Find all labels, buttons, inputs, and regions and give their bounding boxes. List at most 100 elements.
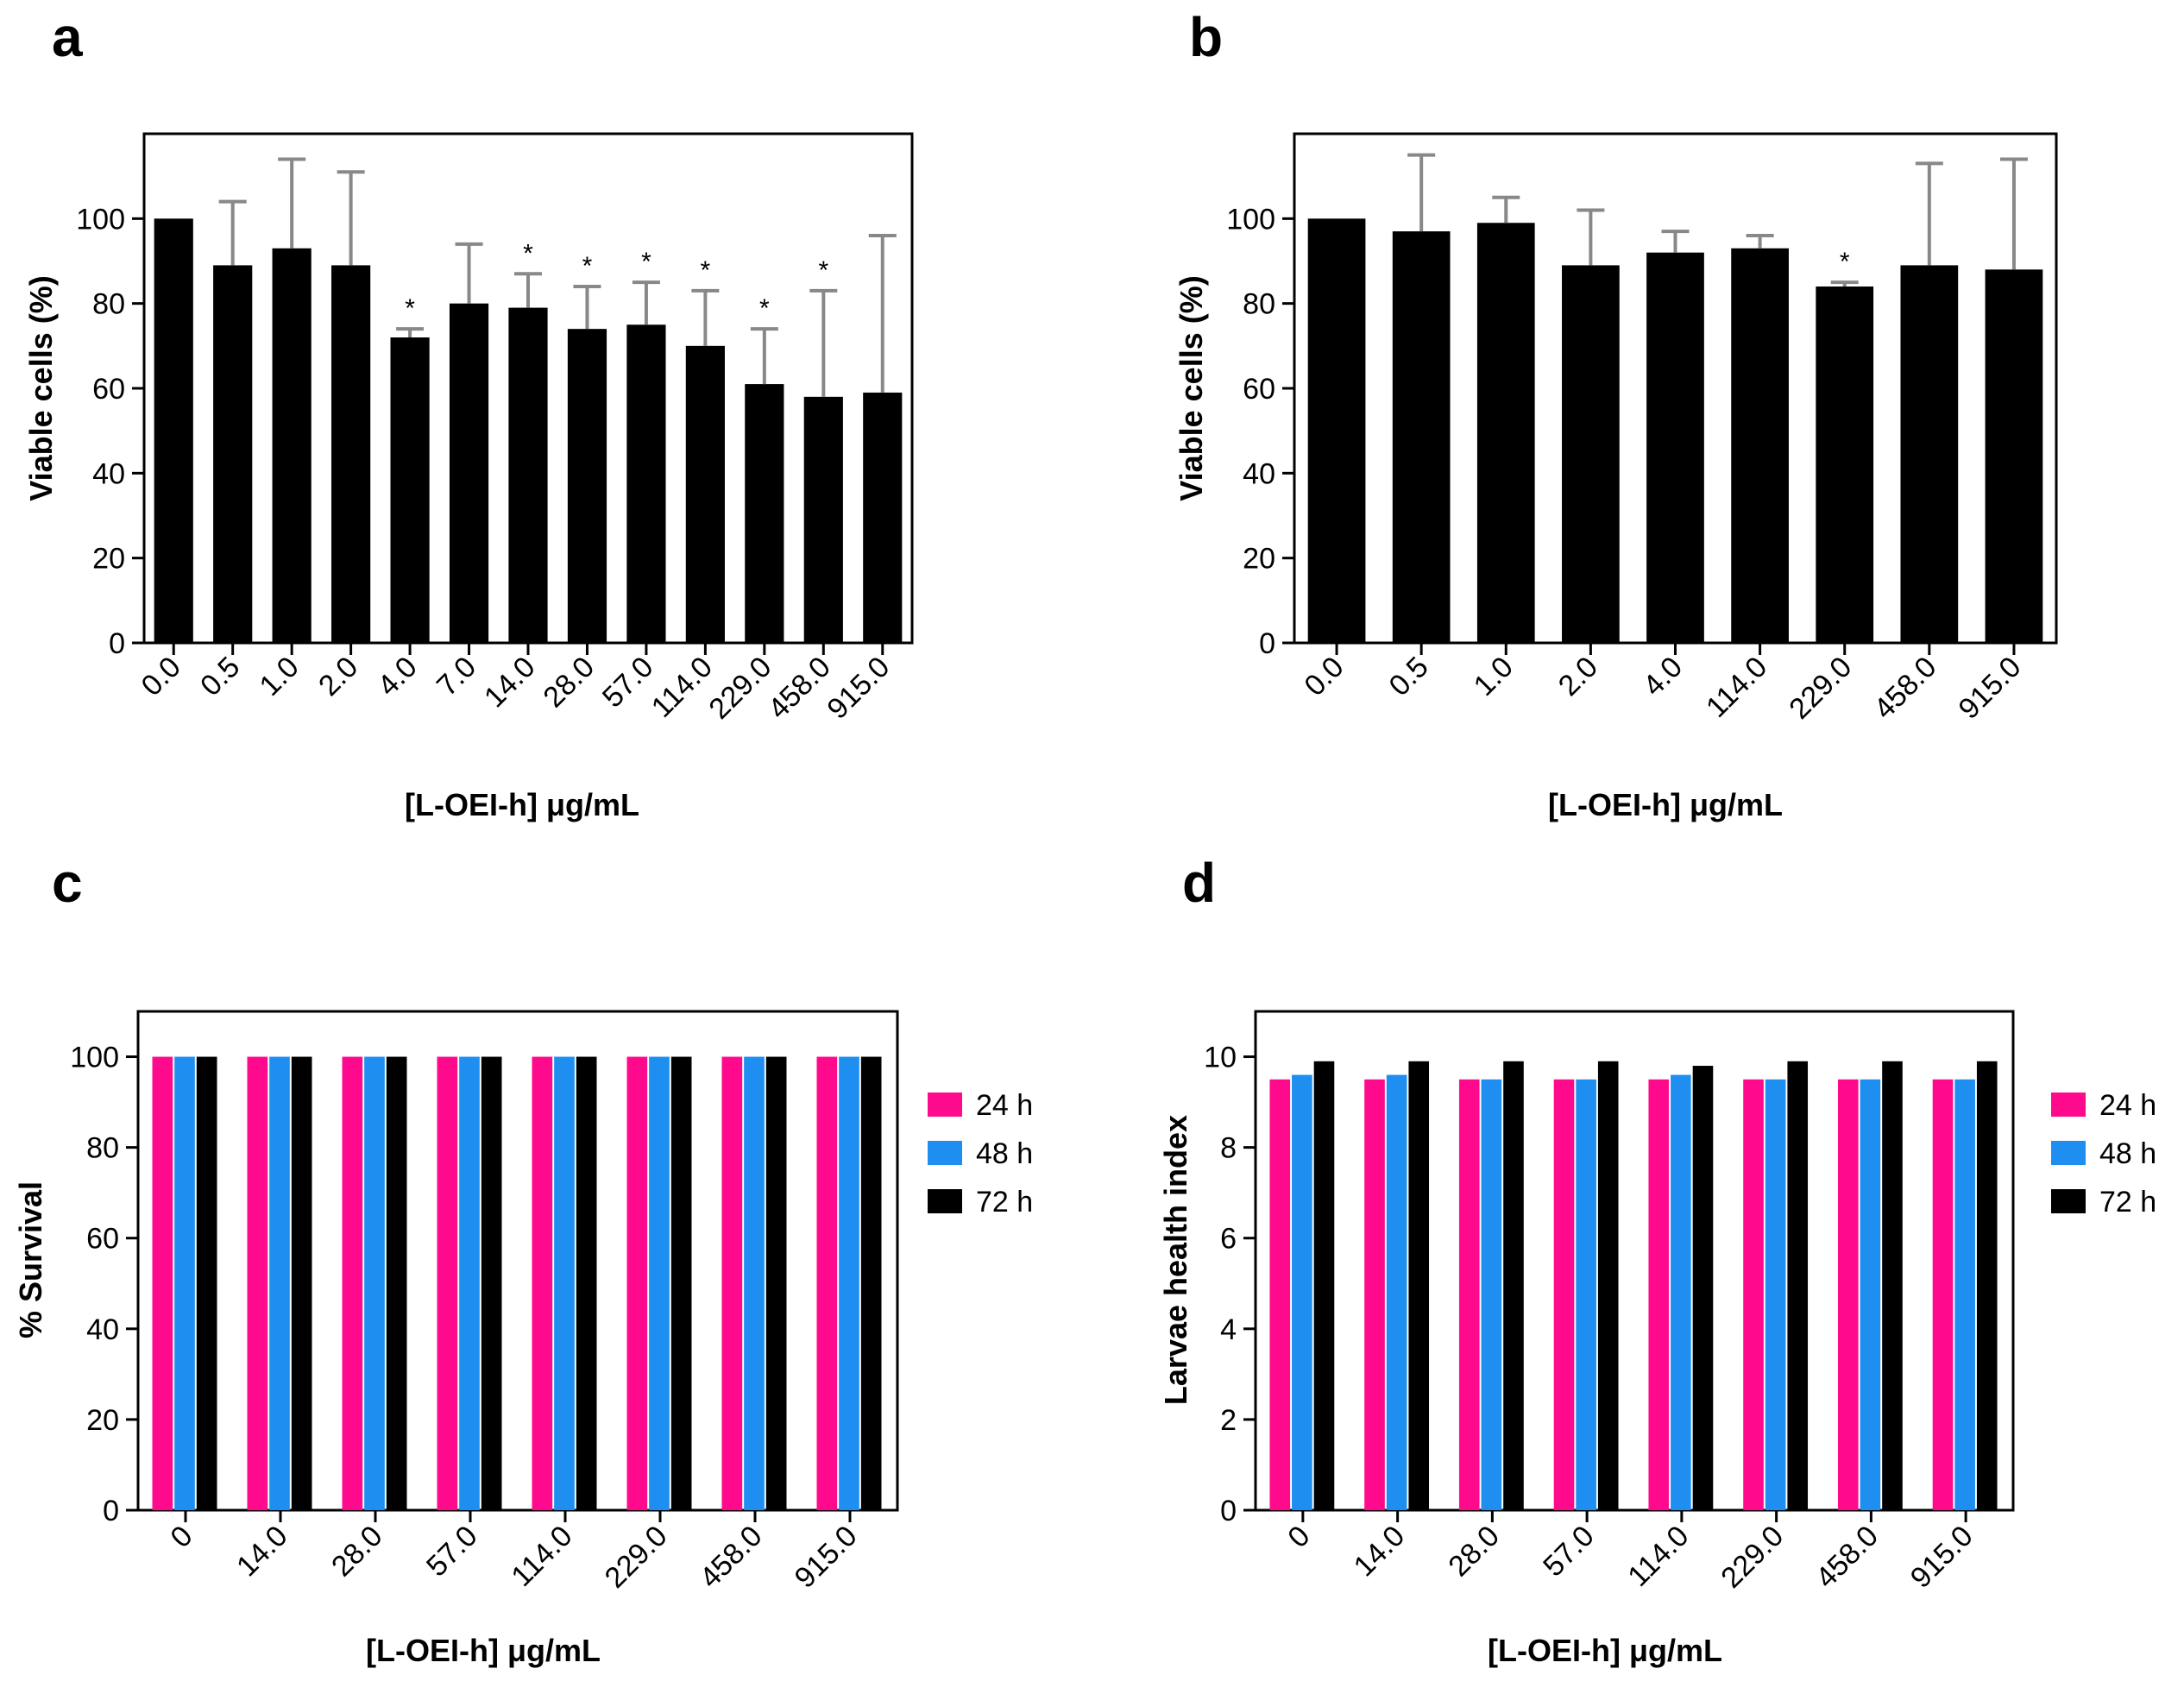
y-tick-label: 8 <box>1220 1132 1237 1165</box>
panel-label: b <box>1189 6 1223 68</box>
x-axis-title: [L-OEI-h] μg/mL <box>405 787 639 822</box>
bar <box>331 265 371 643</box>
bar-24h <box>1837 1079 1859 1510</box>
bar <box>213 265 253 643</box>
bar <box>1646 252 1704 643</box>
y-tick-label: 60 <box>1243 373 1275 406</box>
bar <box>1562 265 1620 643</box>
bar-72h <box>765 1056 787 1510</box>
bar-48h <box>1292 1074 1312 1510</box>
x-tick-label: 57.0 <box>420 1520 484 1584</box>
y-tick-label: 0 <box>1220 1495 1237 1527</box>
plot-frame <box>1254 1010 2015 1512</box>
bar-48h <box>1576 1079 1596 1510</box>
bar <box>863 392 903 643</box>
bar-24h <box>247 1056 268 1510</box>
significance-star: * <box>405 294 415 323</box>
plot-frame <box>136 1010 899 1512</box>
panel-a: a 0 20 40 60 80 100 Viable cells (%) [L-OEI-h] μ… <box>23 6 914 822</box>
x-tick-label: 114.0 <box>645 651 719 724</box>
x-tick-label: 4.0 <box>1637 651 1689 702</box>
legend-label: 24 h <box>976 1089 1033 1122</box>
x-tick-label: 1.0 <box>254 651 305 702</box>
bar-48h <box>1481 1079 1502 1510</box>
bar <box>745 384 784 643</box>
x-tick-label: 458.0 <box>1867 651 1942 726</box>
bars: * <box>1307 153 2043 644</box>
bar-72h <box>1408 1061 1430 1510</box>
significance-star: * <box>818 256 828 285</box>
bar-24h <box>1458 1079 1480 1510</box>
bar <box>1900 265 1959 643</box>
x-tick-label: 458.0 <box>1810 1520 1885 1595</box>
bar-72h <box>1313 1061 1335 1510</box>
y-tick-label: 0 <box>1259 627 1275 660</box>
bar <box>1307 218 1366 644</box>
bar-48h <box>1386 1074 1407 1510</box>
y-tick-label: 20 <box>86 1404 119 1437</box>
x-tick-label: 229.0 <box>599 1520 674 1595</box>
bar-24h <box>1364 1079 1385 1510</box>
x-tick-label: 0 <box>1281 1520 1316 1554</box>
bar-72h <box>1976 1061 1998 1510</box>
y-tick-label: 20 <box>92 543 125 576</box>
x-tick-label: 14.0 <box>1348 1520 1412 1584</box>
x-tick-label: 4.0 <box>371 651 423 702</box>
bar <box>803 396 843 643</box>
bar-24h <box>1269 1079 1291 1510</box>
y-axis-title: Viable cells (%) <box>23 275 59 501</box>
legend-label: 48 h <box>2099 1137 2156 1170</box>
legend-swatch <box>928 1141 962 1165</box>
x-tick-label: 0.5 <box>1383 651 1435 702</box>
bar-72h <box>1692 1066 1714 1510</box>
x-tick-label: 0.5 <box>194 651 246 702</box>
x-tick-label: 915.0 <box>1904 1520 1979 1595</box>
x-tick-label: 114.0 <box>1621 1520 1695 1593</box>
significance-star: * <box>701 256 711 285</box>
y-tick-label: 2 <box>1220 1404 1237 1437</box>
y-axis-title: % Survival <box>13 1181 48 1338</box>
legend: 24 h 48 h 72 h <box>2051 1089 2156 1219</box>
y-tick-label: 0 <box>109 627 125 660</box>
bar-24h <box>532 1056 553 1510</box>
bar-24h <box>1743 1079 1764 1510</box>
y-tick-label: 80 <box>86 1132 119 1165</box>
bars: * * * * * * * <box>154 157 903 644</box>
bar-72h <box>481 1056 502 1510</box>
x-tick-label: 2.0 <box>1552 651 1604 702</box>
bar-72h <box>1882 1061 1903 1510</box>
legend: 24 h 48 h 72 h <box>928 1089 1033 1219</box>
x-axis-title: [L-OEI-h] μg/mL <box>366 1633 601 1668</box>
legend-swatch <box>928 1189 962 1213</box>
bar <box>1392 231 1451 643</box>
bar <box>626 324 666 643</box>
bar-24h <box>342 1056 363 1510</box>
bar <box>1476 223 1535 643</box>
x-tick-label: 1.0 <box>1468 651 1520 702</box>
bar-48h <box>554 1056 575 1510</box>
x-tick-label: 229.0 <box>702 651 777 726</box>
panel-label: c <box>52 852 83 914</box>
y-tick-label: 60 <box>86 1223 119 1256</box>
bar-24h <box>1932 1079 1954 1510</box>
legend-swatch <box>928 1093 962 1117</box>
bar-48h <box>839 1056 859 1510</box>
significance-star: * <box>523 239 533 268</box>
y-tick-label: 80 <box>1243 288 1275 321</box>
bar-72h <box>386 1056 407 1510</box>
bar-48h <box>1765 1079 1786 1510</box>
bar <box>685 345 725 643</box>
x-tick-label: 114.0 <box>505 1520 578 1593</box>
panel-label: a <box>52 6 83 68</box>
bar-24h <box>437 1056 458 1510</box>
legend-label: 48 h <box>976 1137 1033 1170</box>
bar-24h <box>816 1056 838 1510</box>
y-tick-label: 40 <box>86 1313 119 1346</box>
x-tick-label: 0.0 <box>1298 651 1350 702</box>
bar-24h <box>626 1056 648 1510</box>
legend-label: 72 h <box>976 1186 1033 1219</box>
bar-48h <box>459 1056 480 1510</box>
bar-72h <box>291 1056 312 1510</box>
